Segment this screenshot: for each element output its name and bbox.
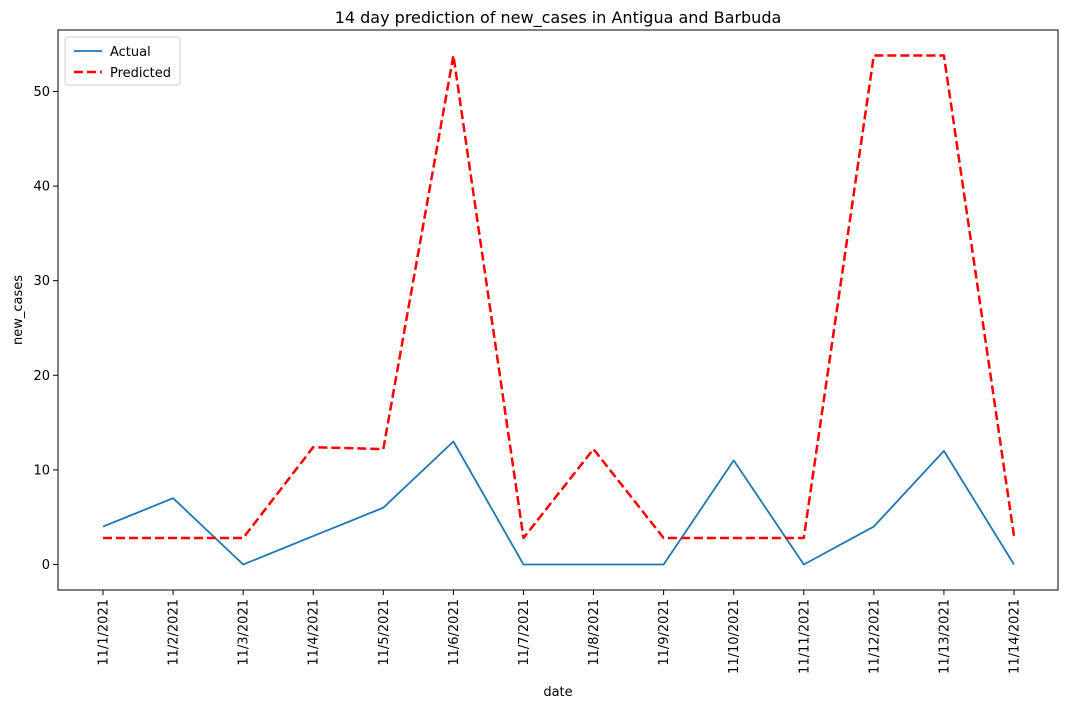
y-tick-label: 10	[33, 463, 50, 478]
x-axis: 11/1/2021 11/2/2021 11/3/2021 11/4/2021 11/5…	[97, 590, 1023, 674]
x-tick-label: 11/7/2021	[517, 599, 532, 666]
chart-title: 14 day prediction of new_cases in Antigu…	[335, 8, 782, 28]
x-tick-label: 11/9/2021	[657, 599, 672, 666]
x-tick-label: 11/3/2021	[237, 599, 252, 666]
series-line-actual	[102, 440, 1015, 566]
y-tick-label: 20	[33, 369, 50, 384]
x-tick-label: 11/2/2021	[167, 599, 182, 666]
series-layer	[102, 54, 1016, 566]
x-tick-label: 11/5/2021	[377, 599, 392, 666]
x-tick-label: 11/8/2021	[587, 599, 602, 666]
legend-label-predicted: Predicted	[110, 66, 171, 81]
x-tick-label: 11/4/2021	[307, 599, 322, 666]
y-tick-label: 30	[33, 274, 50, 289]
y-axis-label: new_cases	[11, 275, 26, 345]
x-tick-label: 11/6/2021	[447, 599, 462, 666]
series-line-predicted	[103, 54, 1016, 540]
y-axis: 0 10 20 30 40 50	[33, 85, 58, 573]
y-tick-label: 40	[33, 180, 50, 195]
x-tick-label: 11/13/2021	[937, 599, 952, 674]
plot-area-frame	[57, 29, 1059, 591]
y-tick-label: 0	[42, 558, 50, 573]
x-tick-label: 11/14/2021	[1008, 599, 1023, 674]
legend-label-actual: Actual	[110, 45, 151, 60]
x-tick-label: 11/10/2021	[727, 599, 742, 674]
x-tick-label: 11/1/2021	[97, 599, 112, 666]
legend: Actual Predicted	[64, 36, 181, 86]
x-axis-label: date	[543, 685, 572, 700]
y-tick-label: 50	[33, 85, 50, 100]
x-tick-label: 11/12/2021	[867, 599, 882, 674]
x-tick-label: 11/11/2021	[797, 599, 812, 674]
